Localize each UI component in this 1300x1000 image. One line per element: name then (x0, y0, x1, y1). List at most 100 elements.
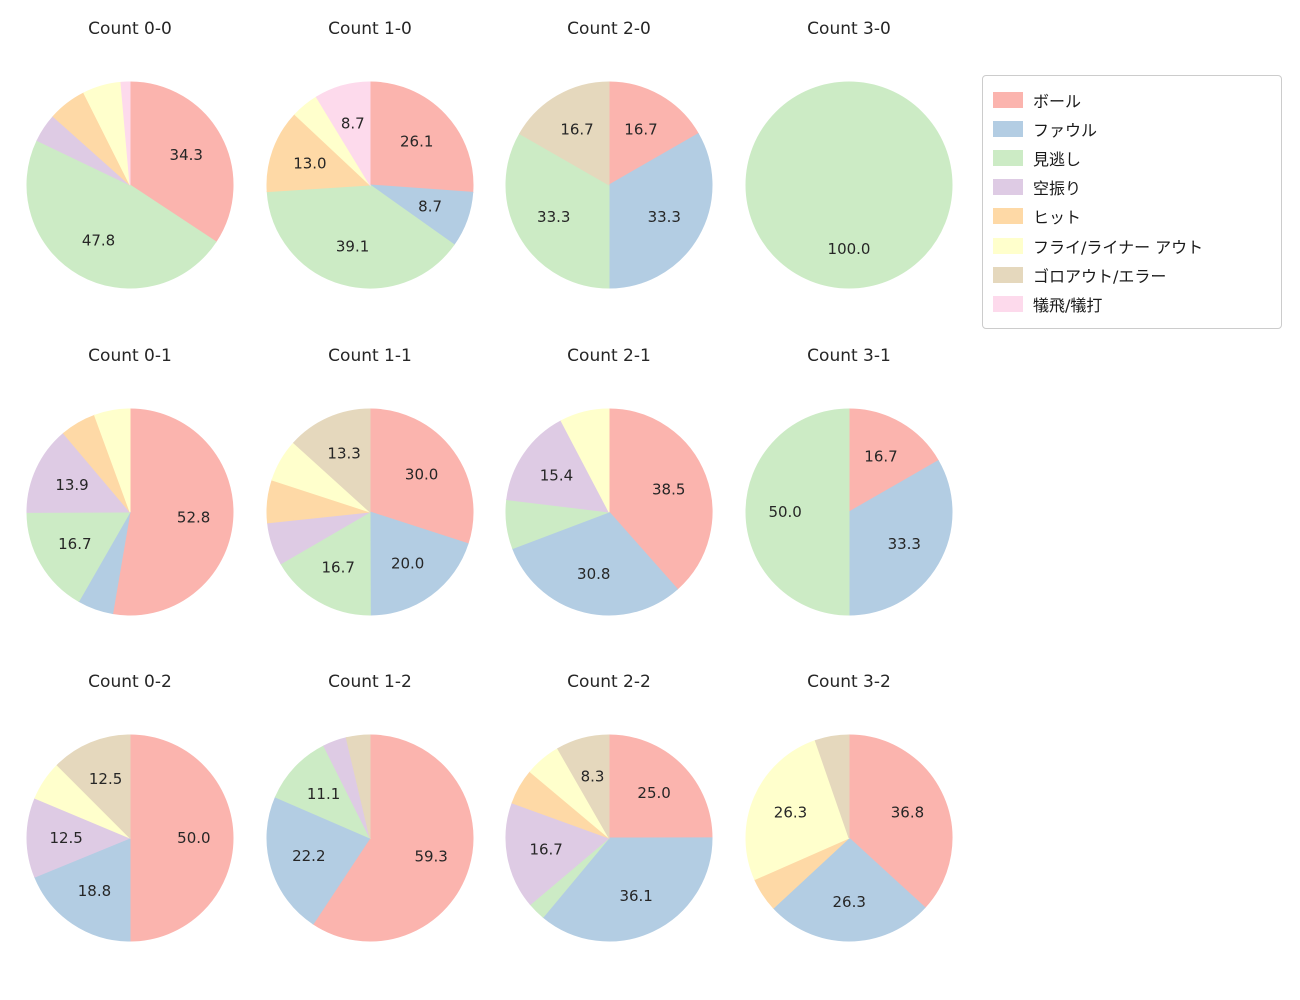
legend-label: ファウル (1033, 120, 1098, 140)
pie-slice-label: 16.7 (560, 121, 593, 139)
pie-slice-label: 33.3 (888, 535, 921, 553)
pie-slice-minogashi (280, 511, 371, 616)
pie-slice-label: 50.0 (177, 829, 210, 847)
pie-count-3-0: 100.0 (745, 81, 953, 289)
pie-slice-label: 52.8 (177, 508, 210, 526)
pie-slice-minogashi (745, 408, 850, 616)
pie-slice-label: 16.7 (529, 840, 562, 858)
legend-swatch-hit (993, 208, 1023, 225)
pie-chart-count-1-1: Count 1-1 30.0 20.0 16.7 13.3 (250, 344, 490, 632)
pie-slice-label: 47.8 (82, 232, 115, 250)
pie-slice-label: 100.0 (828, 240, 871, 258)
pie-slice-label: 36.1 (619, 887, 652, 905)
pie-count-2-0: 16.7 33.3 33.3 16.7 (505, 81, 713, 289)
pie-count-0-1: 52.8 16.7 13.9 (26, 408, 234, 616)
chart-title: Count 0-1 (88, 346, 172, 366)
pie-chart-count-0-1: Count 0-1 52.8 16.7 13.9 (10, 344, 250, 632)
legend-swatch-ball (993, 91, 1023, 108)
pie-slice-karaburi (505, 802, 610, 906)
legend-item: 空振り (993, 173, 1269, 202)
chart-title: Count 3-0 (807, 19, 891, 39)
legend-label: 犠飛/犠打 (1033, 295, 1103, 315)
pie-slice-label: 36.8 (891, 803, 924, 821)
pie-count-0-2: 50.0 18.8 12.5 12.5 (26, 734, 234, 942)
pie-slice-label: 8.7 (341, 115, 365, 133)
pie-slice-gihi (120, 81, 131, 186)
chart-title: Count 3-1 (807, 346, 891, 366)
pie-count-3-2: 36.8 26.3 26.3 (745, 734, 953, 942)
pie-slice-foul (369, 511, 469, 616)
pie-slice-minogashi (26, 511, 131, 603)
legend-item: フライ/ライナー アウト (993, 231, 1269, 260)
pie-slice-label: 22.2 (292, 847, 325, 865)
pie-slice-gihi (315, 81, 371, 187)
pie-slice-goro (557, 734, 610, 840)
pie-slice-fly (560, 408, 610, 513)
pie-chart-count-1-2: Count 1-2 59.3 22.2 11.1 (250, 670, 490, 958)
pie-slice-ball (608, 81, 699, 186)
pie-slice-label: 34.3 (170, 146, 203, 164)
pie-slice-goro (345, 734, 371, 839)
pie-slice-fly (93, 408, 131, 513)
pie-slice-label: 25.0 (637, 784, 670, 802)
pie-count-2-1: 38.5 30.8 15.4 (505, 408, 713, 616)
legend-label: ボール (1033, 91, 1082, 111)
pie-slice-goro (814, 734, 850, 839)
legend-label: ヒット (1033, 208, 1082, 228)
pie-slice-label: 33.3 (537, 208, 570, 226)
pie-slice-minogashi (274, 745, 372, 840)
pie-slice-label: 59.3 (414, 847, 447, 865)
legend-swatch-fly-liner-out (993, 237, 1023, 254)
legend-label: 見逃し (1033, 149, 1082, 169)
pie-slice-label: 39.1 (336, 237, 369, 255)
legend-item: ヒット (993, 202, 1269, 231)
pie-slice-ball (369, 408, 474, 545)
pie-slice-label: 12.5 (49, 829, 82, 847)
chart-title: Count 2-2 (567, 672, 651, 692)
pie-slice-minogashi (505, 133, 610, 289)
pie-slice-label: 20.0 (391, 555, 424, 573)
legend-label: 空振り (1033, 179, 1082, 199)
pie-chart-count-2-2: Count 2-2 25.0 36.1 16.7 8.3 (489, 670, 729, 958)
pie-slice-label: 26.3 (832, 893, 865, 911)
pie-slice-label: 30.0 (405, 465, 438, 483)
pie-slice-label: 8.7 (418, 198, 442, 216)
legend-item: 見逃し (993, 143, 1269, 172)
pie-count-1-2: 59.3 22.2 11.1 (266, 734, 474, 942)
legend-swatch-swinging-strike (993, 179, 1023, 196)
chart-title: Count 1-1 (328, 346, 412, 366)
pie-slice-ball (848, 734, 953, 909)
pie-slice-label: 33.3 (648, 208, 681, 226)
pie-slice-label: 16.7 (322, 558, 355, 576)
pie-slice-label: 12.5 (89, 770, 122, 788)
pie-slice-label: 38.5 (652, 480, 685, 498)
pie-chart-count-3-1: Count 3-1 16.7 33.3 50.0 (729, 344, 969, 632)
pie-slice-label: 26.1 (400, 132, 433, 150)
pie-slice-foul (266, 796, 371, 925)
pie-slice-label: 8.3 (581, 767, 605, 785)
legend-item: ファウル (993, 114, 1269, 143)
pie-slice-ball (848, 408, 939, 513)
pie-chart-count-2-1: Count 2-1 38.5 30.8 15.4 (489, 344, 729, 632)
chart-title: Count 2-1 (567, 346, 651, 366)
pie-slice-karaburi (26, 432, 132, 513)
chart-title: Count 2-0 (567, 19, 651, 39)
pie-slice-ball (369, 81, 474, 193)
pie-slice-karaburi (506, 420, 610, 513)
legend-label: フライ/ライナー アウト (1033, 237, 1204, 257)
pie-slice-ball (112, 408, 234, 616)
legend-swatch-sacrifice (993, 295, 1023, 312)
pie-slice-label: 30.8 (577, 565, 610, 583)
pie-slice-goro (519, 81, 610, 186)
pie-slice-label: 15.4 (540, 467, 573, 485)
pie-count-1-0: 26.1 8.7 39.1 13.0 8.7 (266, 81, 474, 289)
legend-swatch-foul (993, 120, 1023, 137)
chart-title: Count 1-0 (328, 19, 412, 39)
pie-slice-label: 13.0 (293, 154, 326, 172)
pie-slice-hit (266, 113, 372, 193)
pie-chart-count-3-0: Count 3-0 100.0 (729, 17, 969, 305)
pie-slice-ball (608, 734, 713, 839)
pie-slice-ball (312, 734, 474, 942)
pie-slice-goro (292, 408, 371, 514)
